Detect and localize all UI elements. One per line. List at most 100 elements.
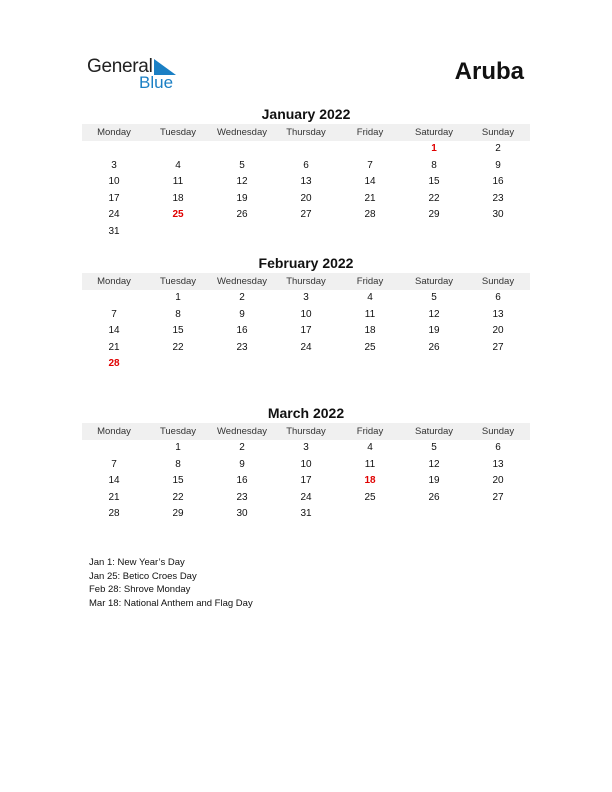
day-cell (338, 356, 402, 373)
day-cell (274, 141, 338, 158)
weekday-label: Tuesday (159, 426, 197, 437)
week-row: 21 22 23 24 25 26 27 (82, 490, 530, 507)
month-title: January 2022 (261, 106, 351, 122)
day-cell: 12 (428, 458, 440, 470)
weekday-header: Monday Tuesday Wednesday Thursday Friday Satu… (82, 273, 530, 290)
day-cell: 22 (428, 192, 440, 204)
day-cell: 20 (492, 475, 504, 487)
weekday-label: Friday (356, 426, 384, 437)
day-cell: 4 (175, 159, 181, 171)
day-cell (466, 224, 530, 241)
day-cell: 18 (172, 192, 184, 204)
holiday-item: Jan 25: Betico Croes Day (89, 570, 197, 582)
week-row: 17 18 19 20 21 22 23 (82, 191, 530, 208)
day-cell: 20 (300, 192, 312, 204)
weekday-header: Monday Tuesday Wednesday Thursday Friday Satu… (82, 423, 530, 440)
week-row: 7 8 9 10 11 12 13 (82, 307, 530, 324)
day-cell: 21 (108, 491, 120, 503)
day-cell: 2 (239, 442, 245, 453)
weekday-label: Tuesday (159, 276, 197, 287)
day-cell: 26 (428, 341, 440, 353)
day-cell: 15 (428, 176, 440, 188)
logo-text: General (87, 56, 153, 77)
day-cell: 30 (236, 508, 248, 520)
week-row: 10 11 12 13 14 15 16 (82, 174, 530, 191)
day-cell (274, 356, 338, 373)
month-calendar: March 2022 Monday Tuesday Wednesday Thursday… (82, 403, 530, 523)
day-cell: 23 (236, 491, 248, 503)
weekday-label: Thursday (286, 127, 326, 138)
day-cell: 8 (175, 458, 181, 470)
day-cell: 26 (236, 209, 248, 221)
day-cell: 7 (367, 159, 373, 171)
month-title: February 2022 (258, 255, 354, 271)
day-cell: 14 (364, 176, 376, 188)
day-cell: 9 (239, 308, 245, 320)
day-cell: 18 (364, 325, 376, 337)
holiday-item: Mar 18: National Anthem and Flag Day (89, 597, 253, 609)
day-cell (210, 141, 274, 158)
day-cell: 12 (236, 176, 248, 188)
day-cell: 19 (428, 325, 440, 337)
day-cell: 13 (492, 308, 504, 320)
holiday-day: 18 (364, 475, 376, 487)
weekday-label: Wednesday (217, 127, 267, 138)
day-cell (338, 224, 402, 241)
day-cell: 29 (172, 508, 184, 520)
day-cell: 30 (492, 209, 504, 221)
day-cell: 29 (428, 209, 440, 221)
day-cell (338, 506, 402, 523)
day-cell: 19 (428, 475, 440, 487)
day-cell: 15 (172, 475, 184, 487)
weekday-label: Saturday (414, 127, 454, 138)
day-cell: 5 (431, 442, 437, 453)
holiday-day: 25 (172, 209, 184, 221)
weekday-label: Saturday (414, 276, 454, 287)
day-cell: 13 (300, 176, 312, 188)
day-cell: 27 (492, 491, 504, 503)
day-cell (274, 224, 338, 241)
day-cell (82, 290, 146, 307)
day-cell (146, 141, 210, 158)
day-cell: 4 (367, 442, 373, 453)
week-row: 21 22 23 24 25 26 27 (82, 340, 530, 357)
weekday-label: Friday (356, 276, 384, 287)
weekday-label: Monday (97, 127, 131, 138)
weekday-label: Sunday (481, 127, 515, 138)
day-cell: 10 (300, 458, 312, 470)
day-cell: 31 (300, 508, 312, 520)
day-cell: 14 (108, 475, 120, 487)
day-cell: 2 (495, 143, 501, 154)
day-cell (466, 356, 530, 373)
weekday-label: Sunday (481, 426, 515, 437)
weekday-label: Tuesday (159, 127, 197, 138)
day-cell: 24 (108, 209, 120, 221)
day-cell: 23 (492, 192, 504, 204)
day-cell (146, 356, 210, 373)
logo-subtext: Blue (139, 73, 174, 92)
day-cell: 28 (108, 508, 120, 520)
day-cell: 16 (492, 176, 504, 188)
day-cell (402, 356, 466, 373)
weekday-label: Saturday (414, 426, 454, 437)
day-cell: 6 (495, 442, 501, 453)
day-cell: 26 (428, 491, 440, 503)
week-row: 7 8 9 10 11 12 13 (82, 457, 530, 474)
day-cell: 20 (492, 325, 504, 337)
day-cell: 31 (108, 225, 120, 237)
day-cell: 15 (172, 325, 184, 337)
logo: General Blue (87, 56, 176, 92)
day-cell: 6 (495, 292, 501, 303)
day-cell: 21 (108, 341, 120, 353)
day-cell: 24 (300, 341, 312, 353)
day-cell: 11 (172, 176, 184, 188)
day-cell (402, 224, 466, 241)
week-row: 28 (82, 356, 530, 373)
day-cell (82, 440, 146, 457)
holiday-item: Feb 28: Shrove Monday (89, 584, 191, 596)
holiday-list: Jan 1: New Year’s Day Jan 25: Betico Croe… (89, 556, 253, 610)
day-cell: 10 (300, 308, 312, 320)
day-cell (338, 141, 402, 158)
